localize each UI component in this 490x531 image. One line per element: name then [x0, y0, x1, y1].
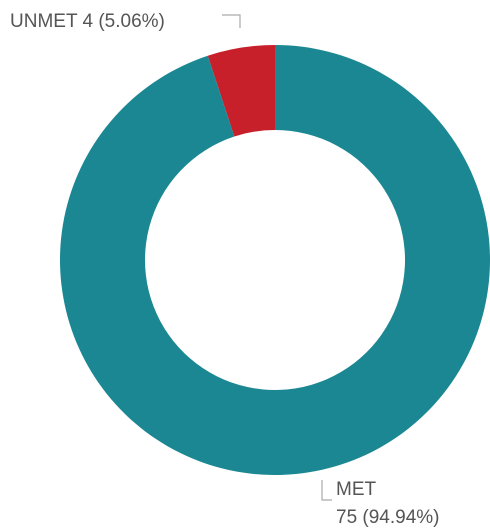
value-label: 75 (94.94%) — [336, 507, 440, 528]
donut-slice — [207, 45, 275, 137]
leader-line — [321, 480, 332, 501]
donut-slice — [60, 45, 490, 475]
category-label: MET — [336, 479, 377, 500]
category-label: UNMET — [10, 11, 78, 32]
value-label: 4 (5.06%) — [83, 11, 165, 32]
data-label: UNMET 4 (5.06%) — [10, 11, 165, 32]
leader-line — [222, 14, 241, 28]
